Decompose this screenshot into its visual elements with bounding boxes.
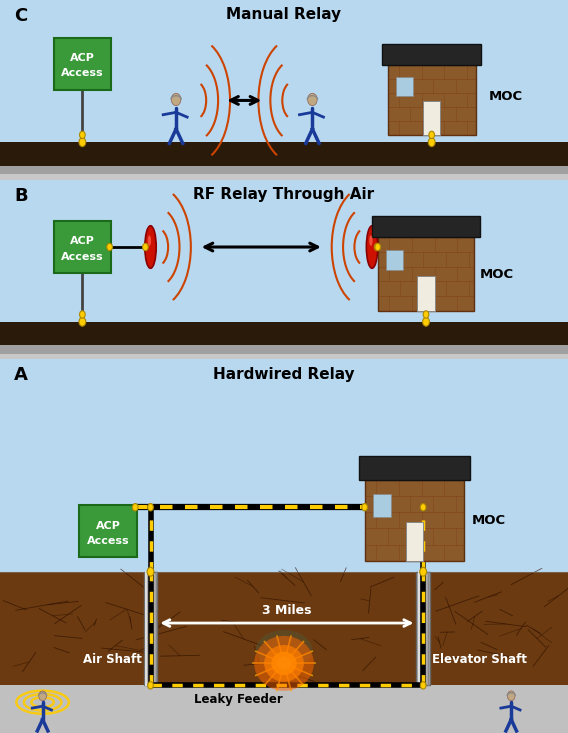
Bar [374,494,391,517]
Text: RF Relay Through Air: RF Relay Through Air [194,187,374,202]
Ellipse shape [366,226,378,268]
Bar [417,276,435,311]
Bar [0,345,568,354]
Ellipse shape [369,235,373,246]
Circle shape [80,311,85,318]
FancyBboxPatch shape [382,44,481,65]
Circle shape [374,243,380,251]
Text: Elevator Shaft: Elevator Shaft [432,653,527,666]
Circle shape [39,691,47,701]
Ellipse shape [148,235,151,246]
Circle shape [172,93,181,106]
Circle shape [107,243,112,251]
FancyBboxPatch shape [378,237,474,311]
Circle shape [143,243,148,251]
Bar [0,180,568,345]
FancyBboxPatch shape [53,221,111,273]
Bar [0,359,568,572]
Text: 3 Miles: 3 Miles [262,604,312,617]
Circle shape [148,682,153,689]
Bar [0,322,568,345]
Text: Access: Access [61,68,104,78]
Bar [406,522,423,561]
Ellipse shape [256,630,312,670]
Bar [0,166,568,174]
Bar [416,572,430,685]
Text: ACP: ACP [70,236,95,246]
Text: A: A [14,366,28,385]
Text: Air Shaft: Air Shaft [83,653,142,666]
Circle shape [423,317,429,326]
Circle shape [429,131,435,139]
FancyBboxPatch shape [80,506,137,557]
Text: MOC: MOC [488,89,523,103]
Ellipse shape [264,645,304,682]
Text: Hardwired Relay: Hardwired Relay [213,366,355,381]
Circle shape [148,504,153,511]
Text: Access: Access [86,536,130,546]
Text: Manual Relay: Manual Relay [227,7,341,22]
Circle shape [80,131,85,139]
Text: ACP: ACP [95,520,120,531]
Text: B: B [14,187,28,205]
FancyBboxPatch shape [359,456,470,480]
Circle shape [423,311,429,318]
Bar [423,101,440,134]
FancyBboxPatch shape [365,480,464,561]
Text: Leaky Feeder: Leaky Feeder [194,693,283,706]
Circle shape [308,93,317,106]
Circle shape [420,682,426,689]
Circle shape [428,138,435,147]
FancyBboxPatch shape [53,37,111,89]
Bar [0,0,568,166]
Text: MOC: MOC [480,268,514,281]
Bar [386,250,403,270]
Bar [396,76,414,96]
Bar [144,572,157,685]
Text: Access: Access [61,251,104,262]
Circle shape [79,138,86,147]
FancyBboxPatch shape [372,216,480,237]
Circle shape [420,567,427,576]
Circle shape [375,243,381,251]
Bar [0,572,568,685]
Bar [0,685,568,733]
Circle shape [420,504,426,511]
Text: C: C [14,7,27,26]
Circle shape [147,567,154,576]
Ellipse shape [145,226,156,268]
Ellipse shape [272,652,296,675]
Text: ACP: ACP [70,53,95,63]
Ellipse shape [277,657,291,670]
Circle shape [362,504,367,511]
Circle shape [507,691,515,701]
Bar [0,142,568,166]
Ellipse shape [254,636,314,690]
FancyBboxPatch shape [388,65,476,134]
Circle shape [132,504,138,511]
Text: MOC: MOC [471,514,506,527]
Circle shape [79,317,86,326]
